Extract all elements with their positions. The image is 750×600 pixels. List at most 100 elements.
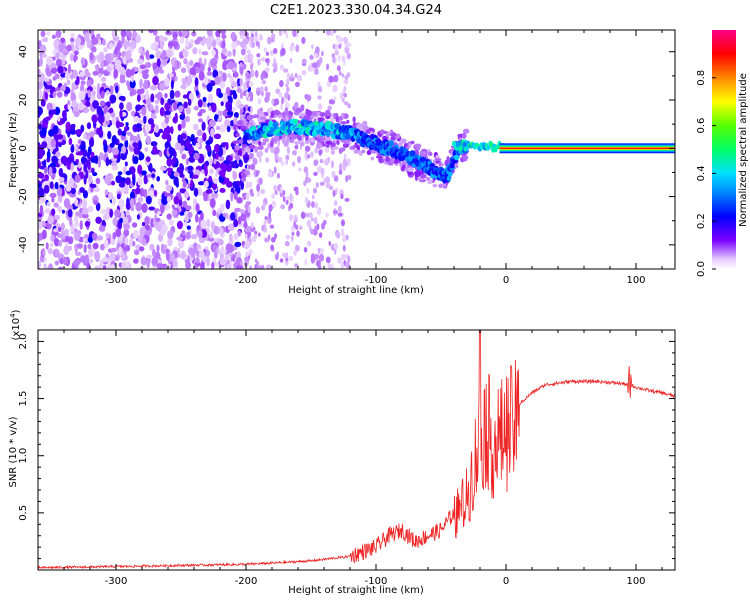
spectrogram-cell [114,36,118,42]
spectrogram-cell [315,182,320,189]
spectrogram-cell [332,96,337,101]
spectrogram-cell [149,54,155,59]
spectrogram-cell [236,197,243,204]
spectrogram-cell [104,189,109,196]
spectrogram-cell [92,242,99,250]
spectrogram-cell [109,252,116,262]
spectrogram-cell [44,208,51,214]
spectrogram-cell [233,71,238,78]
spectrogram-cell [314,202,319,209]
spectrogram-cell [338,163,343,171]
snr-multiplier-prefix: (x10 [11,318,22,341]
spectrogram-cell [245,192,250,201]
spectrogram-cell [270,145,276,154]
spectrogram-cell [219,162,227,171]
spectrogram-cell [45,66,50,74]
spectrogram-cell [164,265,168,269]
spectrogram-cell [306,94,312,102]
spectrogram-cell [137,164,143,175]
spectrogram-cell [181,145,185,152]
spectrogram-cell [115,85,119,94]
spectrogram-cell [86,122,92,130]
spectrogram-cell [297,155,302,164]
spectrogram-cell [91,232,98,241]
spectrogram-cell [462,155,469,160]
spectrogram-cell [52,124,59,135]
spectrogram-cell [328,264,332,269]
spectrogram-cell [74,199,79,205]
spectrogram-cell [86,262,91,269]
spectrogram-cell [274,146,280,154]
spectrogram-cell [131,68,135,76]
spectrogram-cell [39,44,47,55]
spectrogram-cell [245,180,250,189]
spectrogram-cell [61,209,65,214]
spectrogram-cell [240,177,247,182]
spectrogram-cell [167,171,172,177]
spectrogram-cell [242,193,247,200]
spectrogram-cell [150,42,156,51]
snr-y-axis-label: SNR (10 * v/v) [8,416,19,487]
spectrogram-cell [447,171,453,177]
spectrogram-cell [274,190,278,195]
spectrogram-cell [337,205,342,213]
spectrogram-cell [272,138,277,142]
spectrogram-cell [200,212,204,221]
spectrogram-cell [109,94,117,104]
spectrogram-cell [179,188,187,194]
spectrogram-cell [125,49,132,60]
spectrogram-cell [91,37,99,45]
spectrogram-cell [81,198,88,209]
colorbar-tick-label: 0.2 [696,213,707,229]
colorbar-ticks: 0.0 0.2 0.4 0.6 0.8 [696,70,716,277]
spectrogram-cell [95,216,102,224]
spectrogram-cell [337,54,341,62]
spectrogram-cell [310,217,314,222]
spectrogram-cell [286,86,290,92]
spectrogram-cell [341,253,346,261]
spectrogram-cell [286,72,291,80]
spectrogram-cell [160,166,167,171]
spectrogram-cell [462,128,470,134]
spectrogram-cell [248,152,254,160]
spectrogram-cell [141,203,148,213]
spectrogram-cell [150,141,158,147]
spectrogram-cell [331,170,336,178]
spectrogram-cell [301,70,307,76]
spectrogram-cell [118,199,125,208]
snr-x-tick-label: -100 [365,576,388,587]
spectrogram-cell [289,214,294,221]
spectrogram-cell [344,261,350,268]
spectrogram-cell [360,123,365,127]
spectrogram-cell [427,179,433,185]
colorbar-label: Normalized spectral amplitude [738,73,749,227]
spectrogram-cell [106,66,112,72]
spectrogram-cell [148,206,156,211]
spectrogram-cell [126,101,133,112]
spectrogram-cell [81,207,89,215]
spectrogram-cell [95,177,101,185]
spectrogram-cell [256,190,260,198]
spectrogram-cell [166,134,172,143]
spectrogram-cell [244,233,248,239]
spectrogram-cell [158,150,163,158]
spectrogram-cell [100,209,108,215]
spectrogram-cell [294,263,299,268]
spectrogram-cell [336,34,341,43]
spectrogram-cell [119,217,123,224]
spectrogram-cell [322,219,327,226]
spectrogram-cell [95,64,100,73]
spectrogram-cell [274,153,279,161]
spectrogram-cell [57,226,62,232]
spectrogram-cell [172,259,178,269]
spectrogram-cell [154,93,161,99]
spectrogram-cell [105,112,111,117]
spectrogram-cell [42,137,50,142]
spectrogram-cell [158,69,165,74]
spectrogram-cell [278,91,283,98]
spectrogram-cell [125,68,132,78]
spectrogram-cell [43,36,48,43]
spectrogram-cell [191,31,197,37]
spectrogram-cell [210,57,217,64]
spectrogram-cell [240,125,247,130]
